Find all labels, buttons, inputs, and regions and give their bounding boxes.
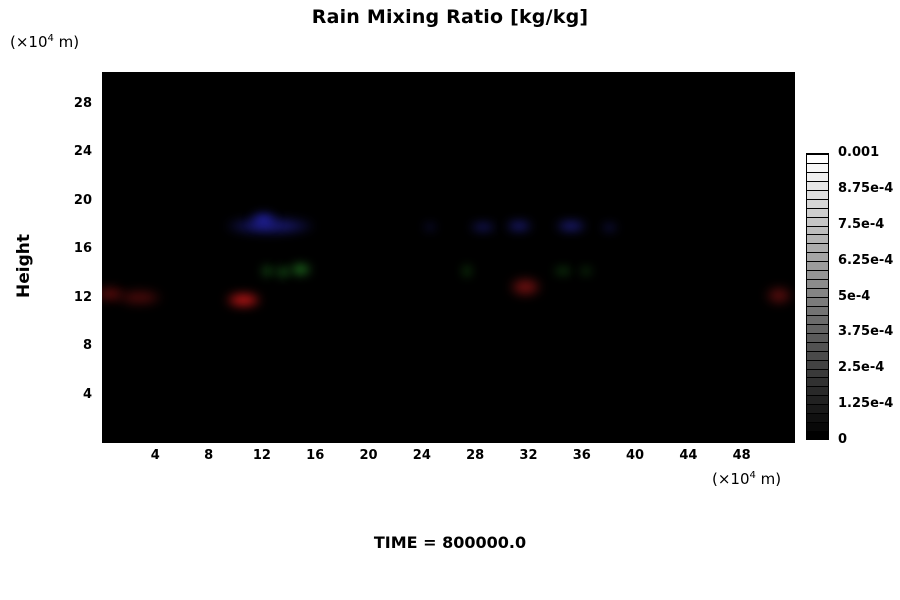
field-feature-blue-patch-right-c	[506, 220, 532, 232]
y-unit-exponent: 4	[47, 33, 54, 44]
field-feature-green-patch-e	[553, 267, 573, 274]
colorbar-band	[807, 359, 828, 369]
x-unit-exponent: 4	[749, 470, 756, 481]
x-tick-label-24: 24	[412, 448, 431, 463]
colorbar-band	[807, 225, 828, 235]
x-tick-label-40: 40	[626, 448, 645, 463]
colorbar-label-8: 0	[838, 432, 848, 447]
colorbar-band	[807, 341, 828, 351]
colorbar-band	[807, 198, 828, 208]
x-tick-label-44: 44	[679, 448, 698, 463]
y-tick-label-4: 4	[82, 386, 92, 402]
x-tick-label-36: 36	[572, 448, 591, 463]
colorbar-label-2: 7.5e-4	[838, 216, 885, 232]
colorbar-band	[807, 162, 828, 172]
y-tick-label-24: 24	[73, 144, 92, 160]
colorbar-band	[807, 252, 828, 262]
colorbar-band	[807, 243, 828, 253]
x-tick-label-16: 16	[306, 448, 325, 463]
field-feature-green-patch-a	[261, 265, 273, 276]
y-axis-title: Height	[14, 234, 34, 298]
y-tick-label-20: 20	[73, 192, 92, 208]
field-feature-blue-patch-right-e	[602, 223, 618, 231]
colorbar-band	[807, 431, 828, 439]
colorbar-band	[807, 261, 828, 271]
x-unit-prefix: (×10	[712, 470, 750, 488]
colorbar-band	[807, 413, 828, 423]
colorbar-label-4: 5e-4	[838, 288, 871, 304]
colorbar-band	[807, 305, 828, 315]
colorbar-band	[807, 332, 828, 342]
y-tick-label-8: 8	[82, 338, 92, 353]
colorbar-label-7: 1.25e-4	[838, 396, 894, 412]
colorbar-band	[807, 207, 828, 217]
colorbar-band	[807, 189, 828, 199]
colorbar-band	[807, 288, 828, 297]
colorbar-band	[807, 404, 828, 414]
colorbar-band	[807, 270, 828, 280]
y-unit-suffix: m)	[53, 33, 80, 51]
colorbar-band	[807, 314, 828, 324]
plot-canvas[interactable]	[102, 72, 795, 443]
field-feature-red-patch-right-edge	[765, 286, 793, 304]
x-tick-label-8: 8	[204, 448, 214, 463]
x-unit-suffix: m)	[755, 470, 782, 488]
field-feature-red-patch-near-left	[116, 289, 162, 306]
colorbar-band	[807, 323, 828, 333]
colorbar-band	[807, 279, 828, 289]
field-feature-red-patch-mid	[510, 277, 542, 296]
colorbar-band	[807, 422, 828, 432]
field-feature-blue-patch-right-b	[469, 222, 497, 232]
field-feature-green-patch-d	[463, 264, 472, 277]
colorbar-label-3: 6.25e-4	[838, 252, 894, 268]
x-tick-label-32: 32	[519, 448, 538, 463]
field-feature-red-patch-bright	[225, 292, 261, 308]
colorbar-label-0: 0.001	[838, 145, 880, 160]
colorbar-label-6: 2.5e-4	[838, 360, 885, 376]
x-tick-label-12: 12	[252, 448, 271, 463]
colorbar[interactable]	[806, 153, 829, 440]
field-feature-green-patch-c	[289, 264, 312, 276]
colorbar-band	[807, 297, 828, 306]
x-tick-label-28: 28	[466, 448, 485, 463]
field-feature-green-patch-f	[579, 267, 592, 274]
colorbar-band	[807, 171, 828, 181]
field-feature-green-patch-b	[277, 266, 290, 278]
colorbar-label-1: 8.75e-4	[838, 180, 894, 196]
colorbar-band	[807, 216, 828, 226]
colorbar-band	[807, 368, 828, 378]
y-tick-label-28: 28	[73, 95, 92, 111]
page-title: Rain Mixing Ratio [kg/kg]	[311, 6, 589, 28]
y-axis-unit-annotation: (×104 m)	[10, 33, 79, 51]
x-tick-label-20: 20	[359, 448, 378, 463]
y-tick-label-12: 12	[73, 289, 92, 305]
field-feature-blue-patch-right-a	[423, 224, 436, 231]
y-unit-prefix: (×10	[10, 33, 48, 51]
colorbar-band	[807, 154, 828, 163]
colorbar-band	[807, 377, 828, 387]
colorbar-band	[807, 234, 828, 244]
time-caption: TIME = 800000.0	[373, 533, 527, 552]
x-axis-unit-annotation: (×104 m)	[712, 470, 781, 488]
colorbar-label-5: 3.75e-4	[838, 324, 894, 340]
field-feature-blue-peak	[250, 213, 276, 227]
colorbar-band	[807, 386, 828, 396]
colorbar-band	[807, 395, 828, 405]
colorbar-band	[807, 350, 828, 360]
y-tick-label-16: 16	[73, 241, 92, 256]
x-tick-label-4: 4	[150, 448, 160, 463]
x-tick-label-48: 48	[732, 448, 751, 463]
field-feature-blue-patch-right-d	[556, 221, 586, 231]
colorbar-band	[807, 180, 828, 190]
